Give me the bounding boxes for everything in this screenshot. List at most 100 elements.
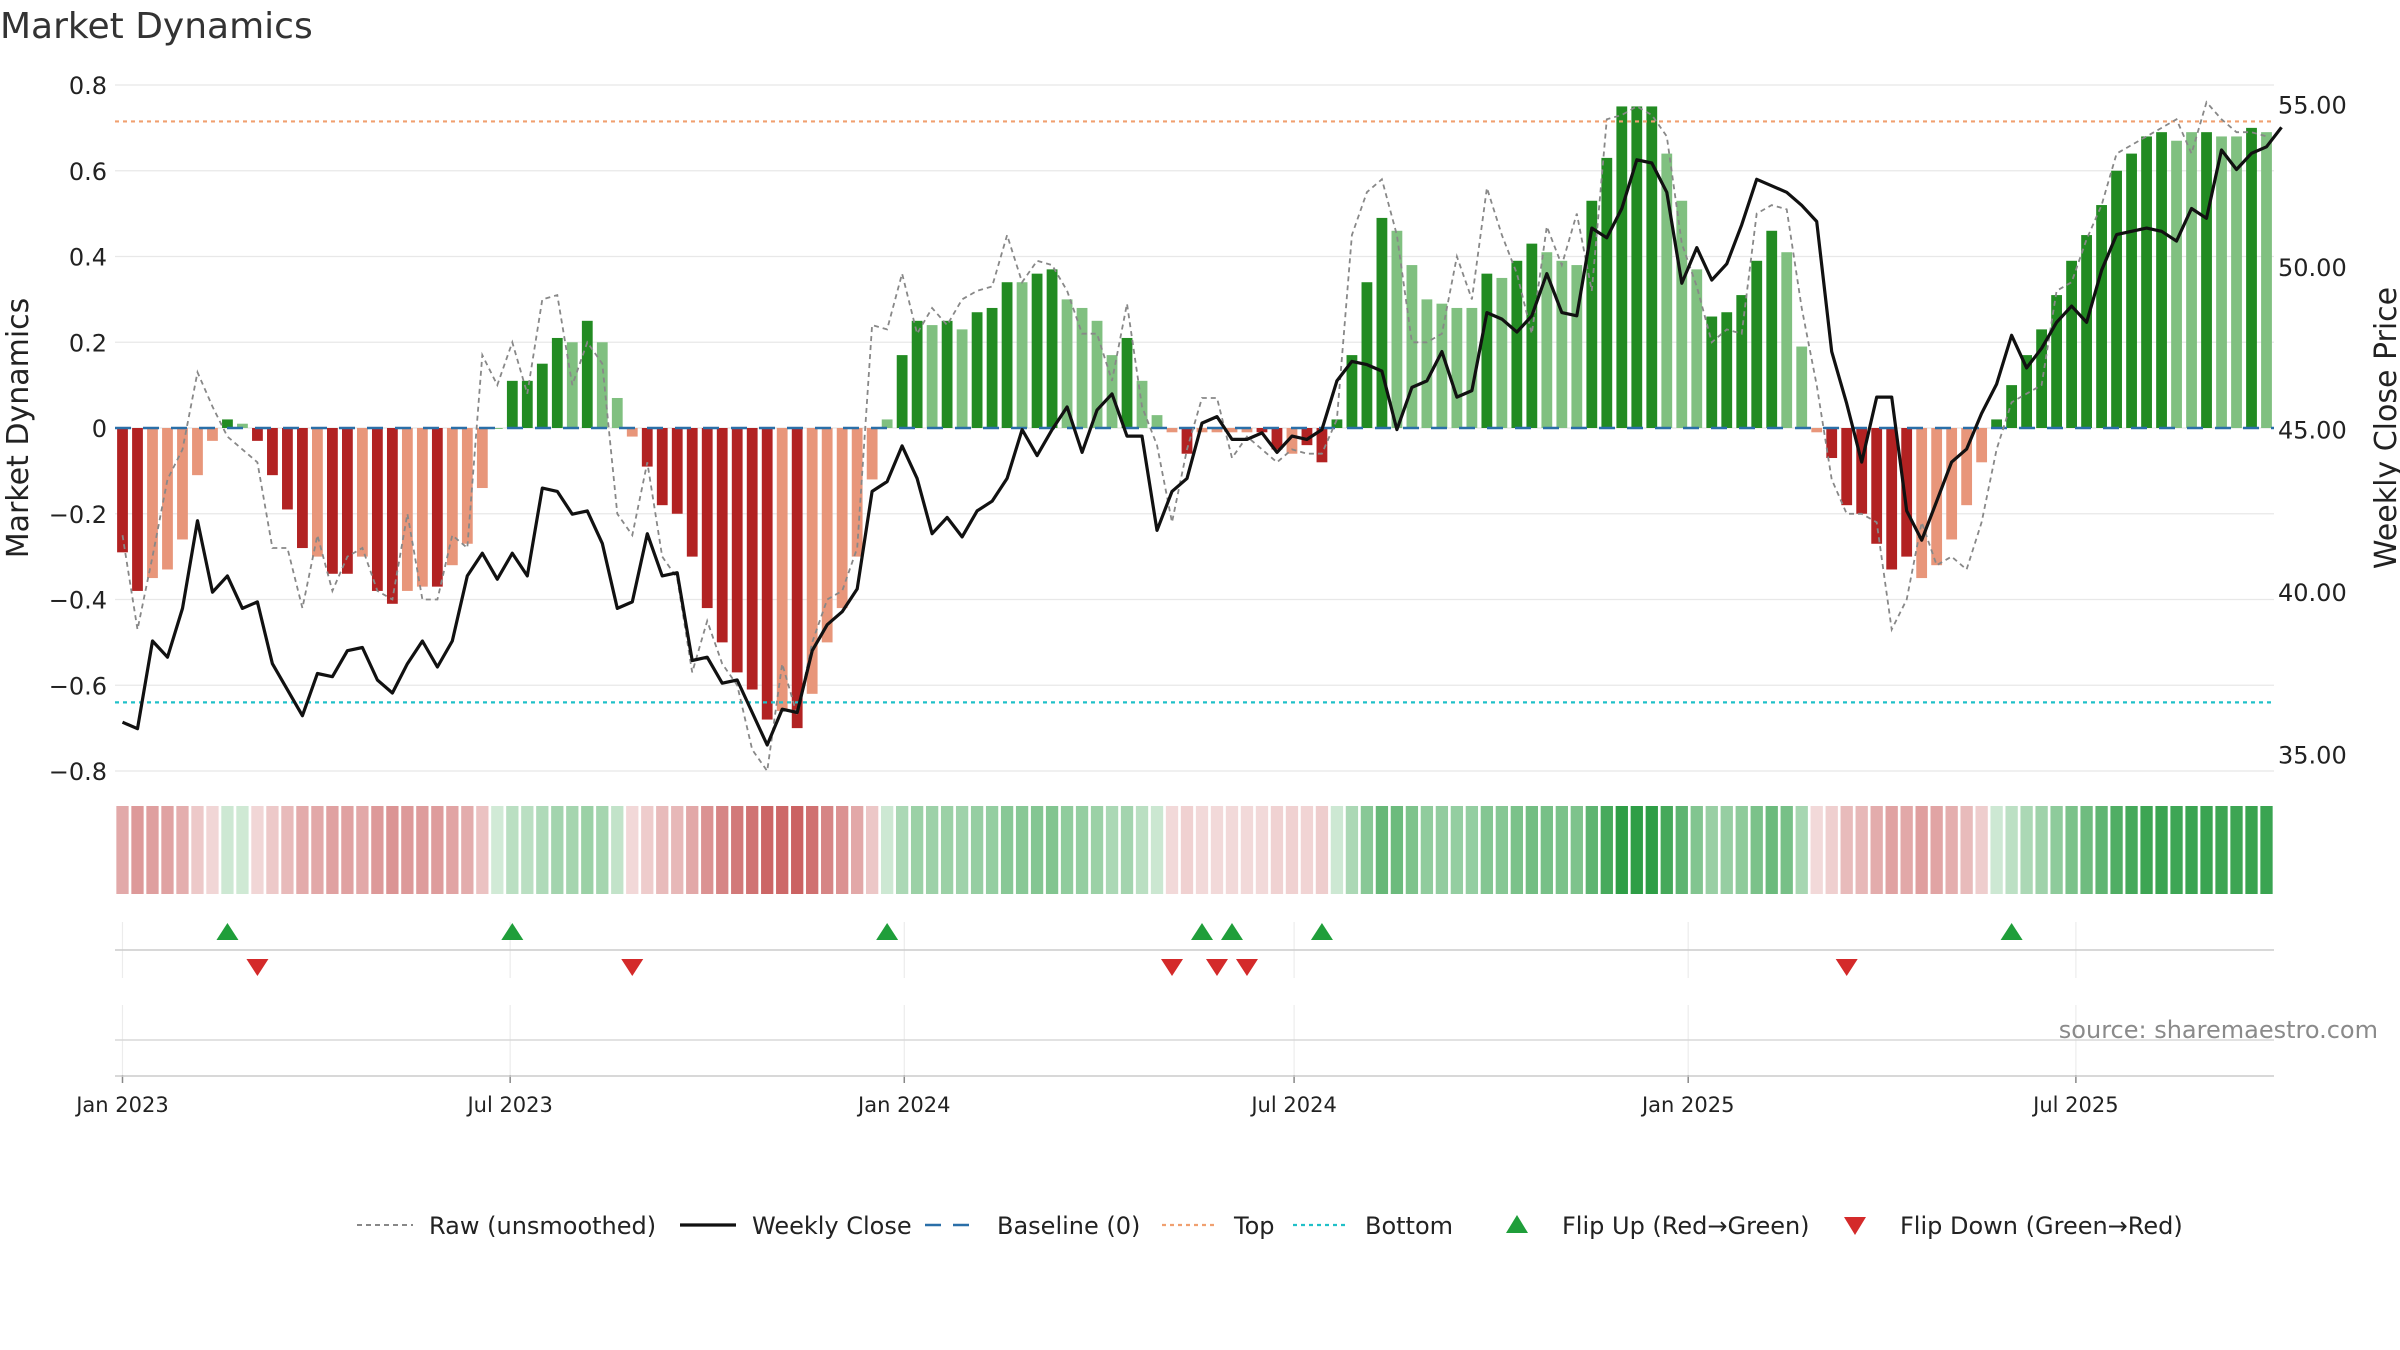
bar	[117, 428, 128, 553]
flip-down-marker	[1835, 959, 1858, 976]
heat-cell	[1915, 806, 1928, 894]
heat-cell	[895, 806, 909, 894]
heat-cell	[1750, 806, 1763, 894]
heat-cell	[1225, 806, 1239, 894]
flip-down-marker	[621, 959, 644, 976]
bar	[2051, 295, 2062, 428]
heat-cell	[1960, 806, 1973, 894]
heat-cell	[1675, 806, 1688, 894]
heat-cell	[836, 806, 849, 894]
heat-cell	[1720, 806, 1733, 894]
heat-cell	[1030, 806, 1044, 894]
bar	[297, 428, 308, 549]
heat-cell	[596, 806, 609, 894]
heat-cell	[776, 806, 789, 894]
bar	[1301, 428, 1313, 446]
bar	[641, 428, 653, 467]
legend-item: Raw (unsmoothed)	[357, 1212, 656, 1240]
bar	[1886, 428, 1898, 570]
bar	[1871, 428, 1883, 544]
heat-cell	[2230, 806, 2243, 894]
bar	[2081, 235, 2092, 428]
bar	[986, 307, 998, 428]
bar	[1001, 282, 1013, 428]
y-tick-label: 0.2	[69, 329, 107, 357]
flip-down-marker	[1161, 959, 1184, 976]
bar	[2066, 260, 2077, 428]
heat-cell	[641, 806, 654, 894]
heat-cell	[1570, 806, 1583, 894]
heat-cell	[1180, 806, 1194, 894]
bar	[1166, 428, 1178, 433]
heat-cell	[1600, 806, 1613, 894]
heat-cell	[446, 806, 459, 894]
heat-cell	[686, 806, 699, 894]
heat-cell	[506, 806, 519, 894]
heat-cell	[701, 806, 714, 894]
y-tick-label: 0	[92, 415, 107, 443]
bar	[1016, 282, 1028, 428]
y-tick-label: −0.4	[49, 587, 107, 615]
flip-up-marker	[1220, 923, 1243, 940]
heat-cell	[491, 806, 504, 894]
x-tick-label: Jul 2024	[1249, 1093, 1336, 1117]
bar	[581, 320, 593, 428]
raw-series-line	[121, 100, 2267, 774]
legend-label: Flip Up (Red→Green)	[1562, 1212, 1810, 1240]
heat-cell	[1840, 806, 1853, 894]
bar	[1376, 217, 1388, 428]
bar	[461, 428, 473, 544]
bar	[716, 428, 728, 643]
heat-cell	[1555, 806, 1568, 894]
bar	[1946, 428, 1958, 540]
x-tick-label: Jan 2023	[74, 1093, 169, 1117]
bar	[1496, 277, 1508, 428]
bar	[341, 428, 353, 574]
bar	[2036, 329, 2048, 428]
bar	[1721, 312, 1733, 428]
heat-cell	[461, 806, 474, 894]
bar	[536, 363, 548, 428]
heat-cell	[1405, 806, 1419, 894]
heat-cell	[386, 806, 399, 894]
heat-cell	[791, 806, 804, 894]
heat-cell	[1510, 806, 1523, 894]
heat-cell	[536, 806, 549, 894]
flip-up-marker	[1190, 923, 1213, 940]
heat-cell	[2200, 806, 2213, 894]
y2-tick-label: 55.00	[2278, 92, 2347, 120]
bar	[941, 320, 953, 428]
bar	[2201, 132, 2212, 428]
flip-down-marker	[1205, 959, 1228, 976]
bar	[1241, 428, 1253, 433]
bar	[1586, 200, 1598, 428]
heat-cell	[341, 806, 354, 894]
bar	[2231, 136, 2242, 428]
heat-cell	[116, 806, 129, 894]
bar	[1601, 157, 1613, 428]
heat-cell	[1045, 806, 1059, 894]
heat-cell	[296, 806, 309, 894]
heat-cell	[1660, 806, 1673, 894]
heat-cell	[1825, 806, 1838, 894]
y-tick-label: −0.8	[49, 758, 107, 786]
heat-cell	[2125, 806, 2138, 894]
bar	[237, 423, 248, 428]
bar	[1556, 260, 1568, 428]
bar	[1061, 299, 1073, 428]
bar	[446, 428, 458, 566]
heat-cell	[1240, 806, 1254, 894]
legend-swatch	[1506, 1215, 1528, 1233]
heat-cell	[2155, 806, 2168, 894]
heat-cell	[1390, 806, 1404, 894]
heat-cell	[1300, 806, 1314, 894]
heat-cell	[1195, 806, 1209, 894]
bar	[1121, 337, 1133, 428]
bar	[1436, 303, 1448, 428]
bar	[1781, 252, 1793, 428]
y-tick-label: 0.6	[69, 158, 107, 186]
heat-cell	[2095, 806, 2108, 894]
heat-cell	[1375, 806, 1389, 894]
heat-cell	[551, 806, 564, 894]
heat-cell	[476, 806, 489, 894]
